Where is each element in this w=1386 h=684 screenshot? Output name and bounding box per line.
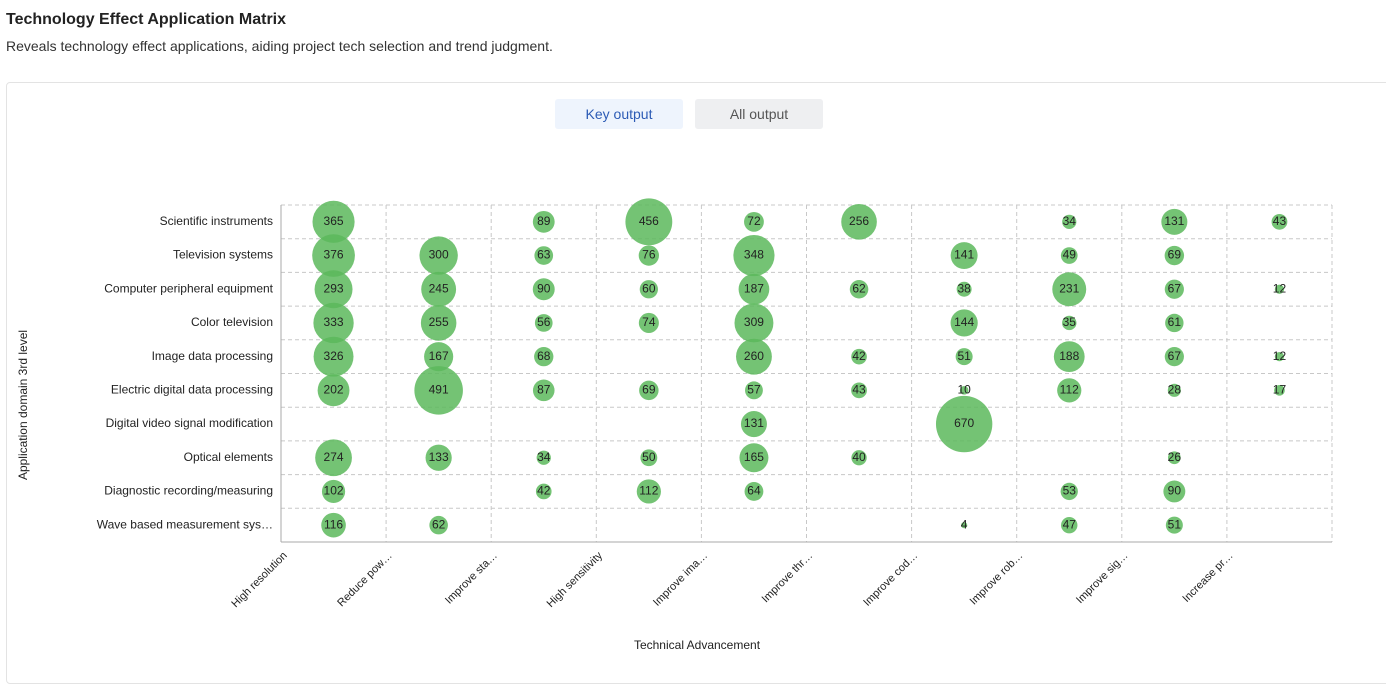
bubble-label: 144 [954,315,974,329]
y-tick-label: Color television [191,315,273,329]
bubble-label: 57 [747,383,761,397]
y-tick-label: Image data processing [152,349,273,363]
bubble-label: 131 [1164,214,1184,228]
bubble-label: 202 [324,383,344,397]
bubble-label: 43 [852,383,866,397]
bubble-label: 4 [961,517,968,531]
bubble-label: 89 [537,214,551,228]
bubble-label: 49 [1063,248,1077,262]
bubble-label: 76 [642,248,656,262]
bubble-label: 102 [324,484,344,498]
bubble-label: 17 [1273,383,1287,397]
bubble-label: 12 [1273,281,1287,295]
x-tick-label: High sensitivity [545,549,606,610]
bubble-label: 167 [429,349,449,363]
chart: Technical Advancement Application domain… [0,0,1386,664]
bubble-label: 326 [324,349,344,363]
x-tick-label: Improve thr… [760,550,816,606]
bubble-label: 61 [1168,315,1182,329]
bubble-label: 67 [1168,281,1182,295]
x-tick-label: Improve rob… [968,550,1026,608]
bubble-label: 72 [747,214,761,228]
y-tick-label: Computer peripheral equipment [104,281,273,295]
bubble-label: 112 [639,484,658,498]
bubble-label: 35 [1063,315,1077,329]
bubble-label: 456 [639,214,659,228]
bubble-label: 670 [954,416,974,430]
x-tick-label: Improve sig… [1074,550,1130,606]
x-tick-label: Improve ima… [651,550,710,609]
bubble-label: 293 [324,281,344,295]
bubble-label: 90 [1168,484,1182,498]
bubble-label: 333 [324,315,344,329]
x-axis-label: Technical Advancement [634,638,761,652]
bubble-label: 131 [744,416,764,430]
bubble-label: 87 [537,383,551,397]
bubble-label: 231 [1059,281,1079,295]
bubble-label: 62 [432,517,446,531]
bubble-label: 63 [537,248,551,262]
x-tick-label: Increase pr… [1180,550,1235,605]
bubble-label: 260 [744,349,764,363]
bubble-label: 365 [324,214,344,228]
bubble-label: 69 [642,383,656,397]
bubble-label: 10 [957,383,971,397]
bubble-label: 38 [957,281,971,295]
y-tick-label: Wave based measurement sys… [97,517,273,531]
page: Technology Effect Application Matrix Rev… [0,0,1386,664]
bubble-label: 56 [537,315,551,329]
bubble-label: 187 [744,281,764,295]
bubble-label: 50 [642,450,656,464]
bubble-label: 74 [642,315,656,329]
bubble-label: 28 [1168,383,1182,397]
y-axis-label: Application domain 3rd level [16,330,30,480]
bubble-label: 69 [1168,248,1182,262]
y-tick-label: Television systems [173,248,273,262]
bubble-label: 141 [954,248,974,262]
bubble-label: 348 [744,248,764,262]
bubble-label: 256 [849,214,869,228]
bubble-label: 67 [1168,349,1182,363]
bubble-label: 51 [1168,517,1182,531]
bubble-label: 34 [1063,214,1077,228]
y-tick-label: Diagnostic recording/measuring [104,484,273,498]
bubble-label: 12 [1273,349,1287,363]
bubble-label: 62 [852,281,866,295]
bubble-label: 40 [852,450,866,464]
bubble-label: 376 [324,248,344,262]
bubble-label: 165 [744,450,764,464]
y-tick-label: Digital video signal modification [106,416,273,430]
bubble-label: 68 [537,349,551,363]
bubble-label: 491 [429,383,449,397]
bubble-label: 300 [429,248,449,262]
bubble-label: 51 [957,349,971,363]
bubble-label: 53 [1063,484,1077,498]
x-tick-label: Improve cod… [861,550,920,609]
bubble-label: 188 [1059,349,1079,363]
y-tick-label: Optical elements [184,450,273,464]
x-tick-label: High resolution [229,550,289,610]
bubble-label: 47 [1063,517,1077,531]
bubble-label: 42 [537,484,551,498]
bubble-label: 64 [747,484,761,498]
y-tick-label: Electric digital data processing [111,383,273,397]
bubble-label: 60 [642,281,656,295]
bubble-label: 90 [537,281,551,295]
bubble-label: 112 [1060,383,1079,397]
bubble-label: 42 [852,349,866,363]
bubble-label: 255 [429,315,449,329]
bubble-label: 116 [324,517,343,531]
bubble-label: 26 [1168,450,1182,464]
bubble-label: 34 [537,450,551,464]
bubble-label: 309 [744,315,764,329]
bubble-label: 274 [324,450,344,464]
y-tick-label: Scientific instruments [160,214,273,228]
x-tick-label: Improve sta… [443,550,500,607]
bubble-label: 43 [1273,214,1287,228]
bubble-label: 245 [429,281,449,295]
x-tick-label: Reduce pow… [335,550,395,610]
bubble-label: 133 [429,450,449,464]
